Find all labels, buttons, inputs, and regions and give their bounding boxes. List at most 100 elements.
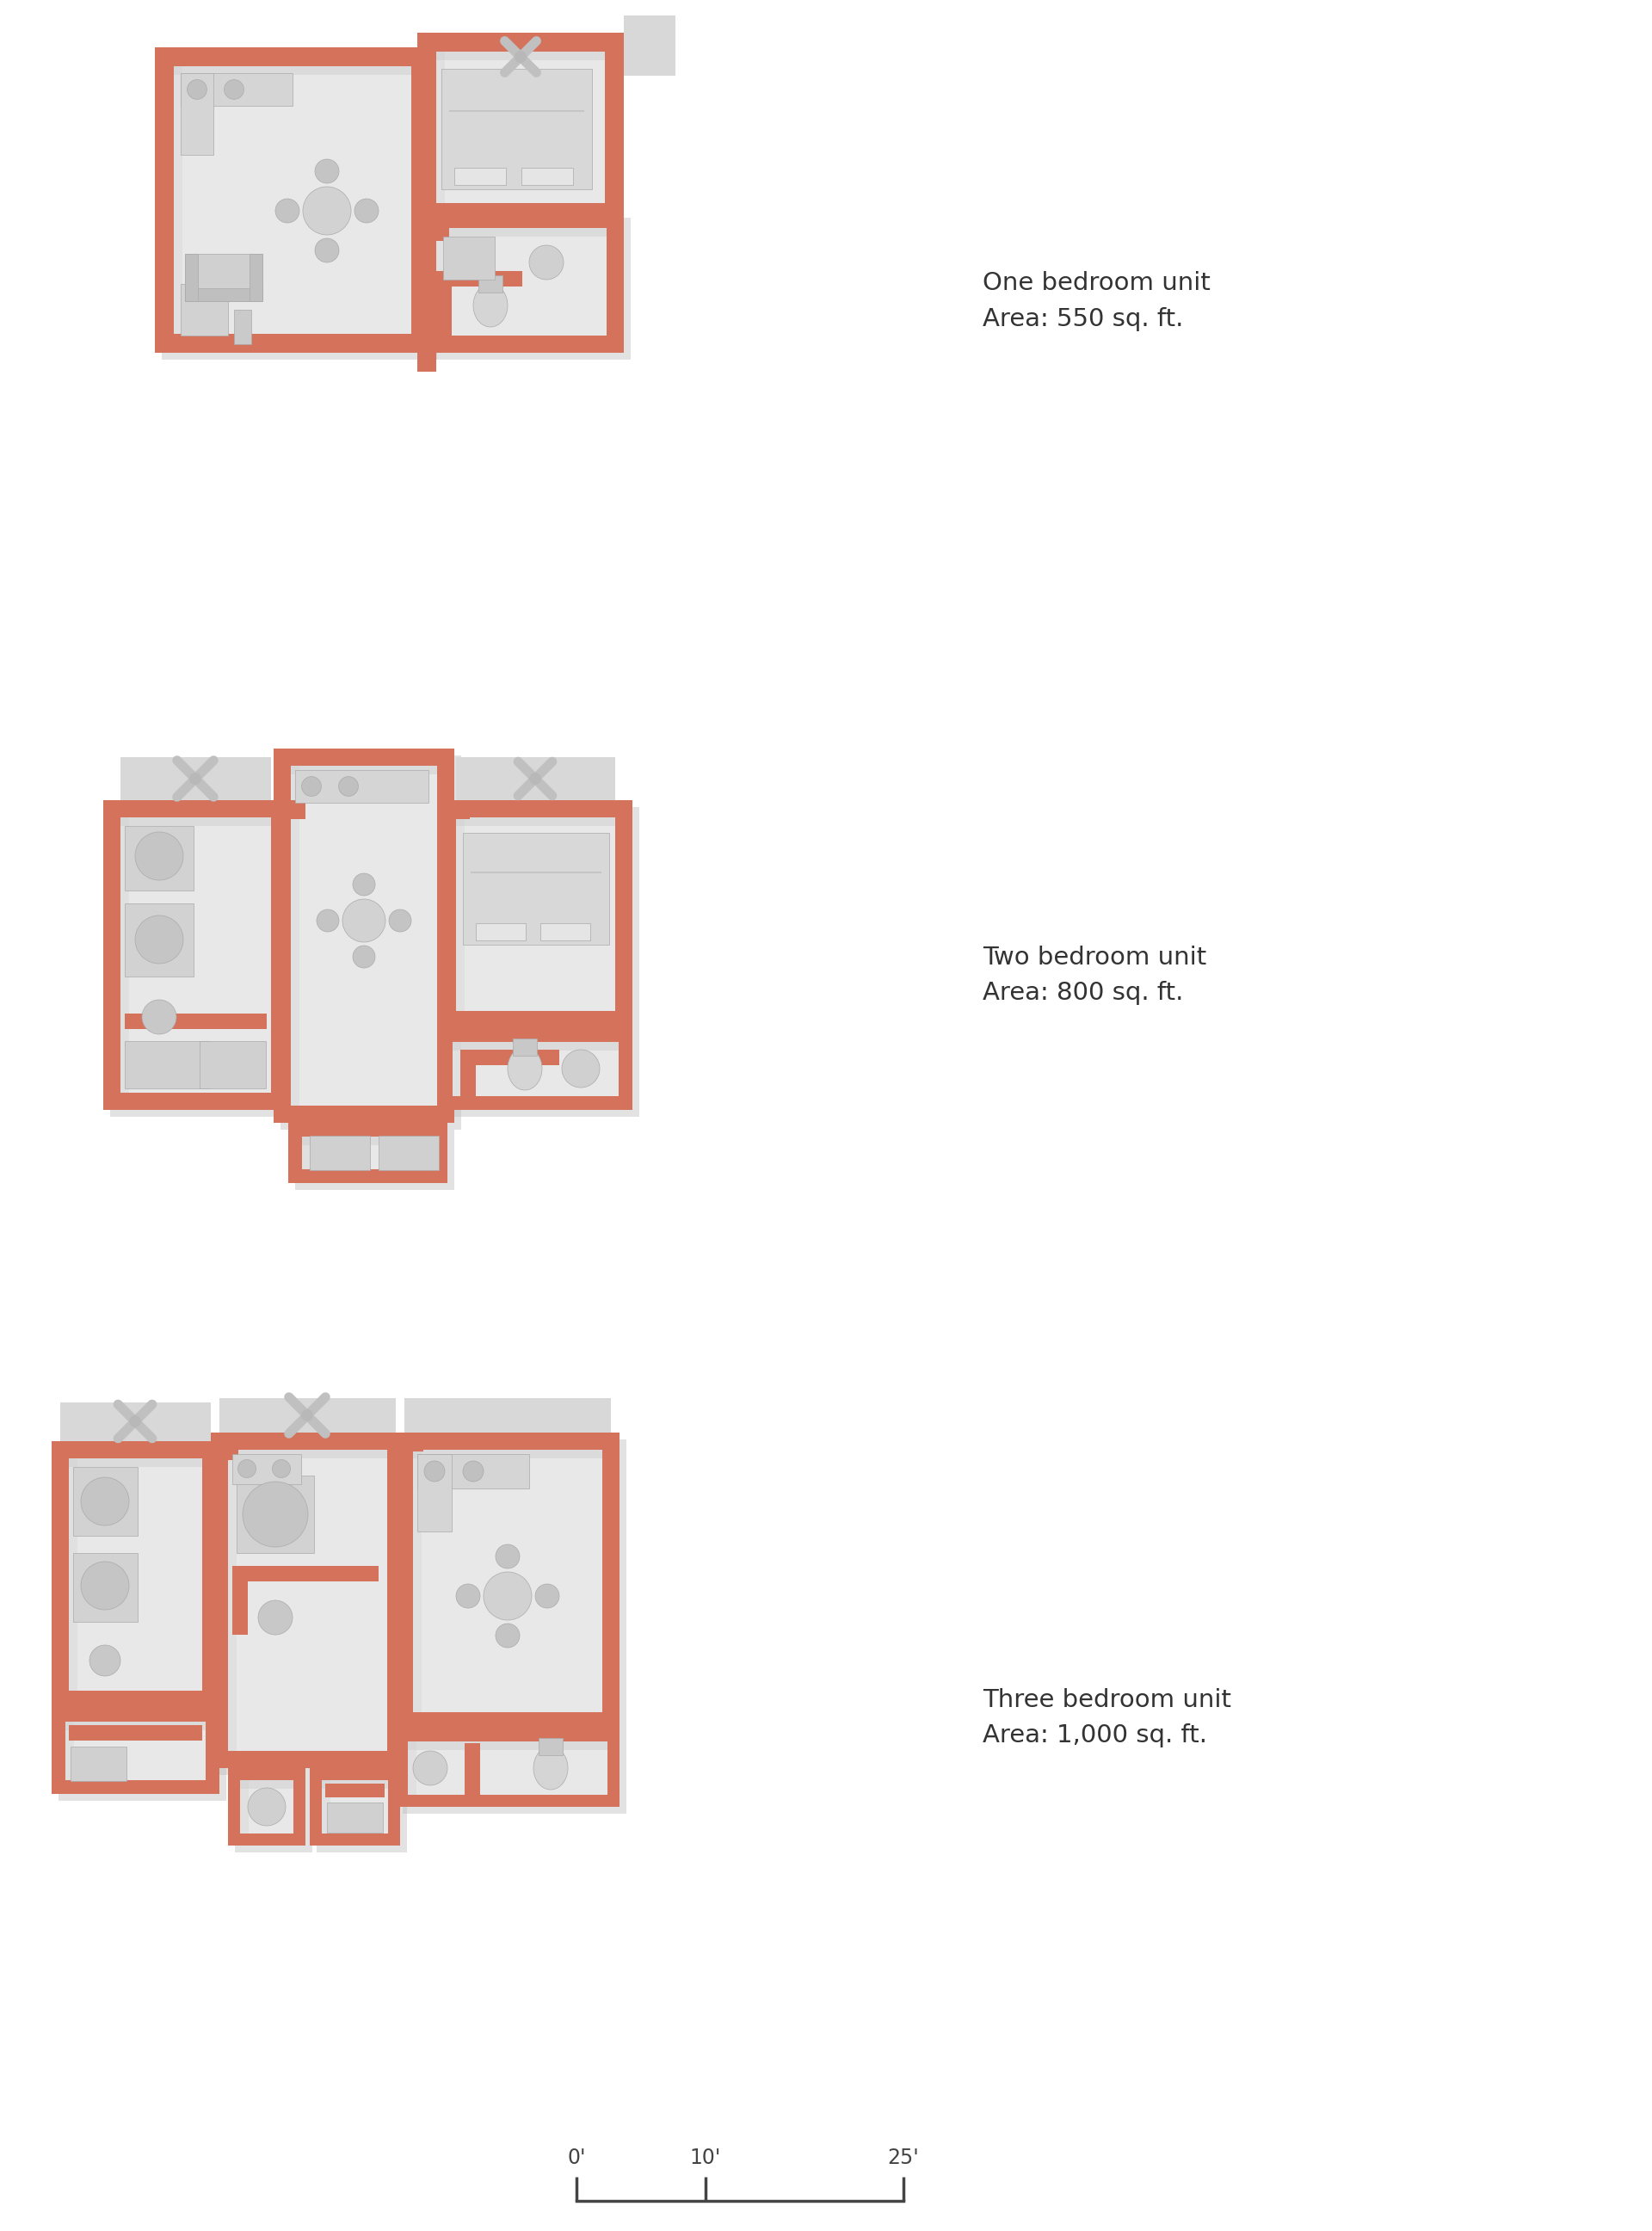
- Ellipse shape: [496, 1624, 520, 1649]
- Bar: [249, 254, 263, 301]
- Bar: [69, 1725, 202, 1740]
- Bar: [454, 167, 506, 185]
- Bar: [111, 808, 296, 1118]
- Text: Two bedroom unit
Area: 800 sq. ft.: Two bedroom unit Area: 800 sq. ft.: [983, 946, 1208, 1004]
- Ellipse shape: [317, 910, 339, 933]
- Bar: [69, 1459, 202, 1691]
- Ellipse shape: [496, 1544, 520, 1568]
- Ellipse shape: [302, 776, 320, 796]
- Bar: [456, 817, 464, 1011]
- Bar: [240, 1780, 294, 1834]
- Ellipse shape: [472, 283, 507, 328]
- Bar: [453, 1042, 461, 1095]
- Bar: [463, 832, 610, 944]
- Bar: [456, 817, 615, 825]
- Bar: [322, 1780, 330, 1834]
- Bar: [418, 1455, 451, 1530]
- Bar: [413, 1450, 603, 1459]
- Bar: [441, 69, 591, 190]
- Bar: [311, 1136, 370, 1169]
- Bar: [311, 1769, 400, 1845]
- Bar: [291, 765, 438, 1107]
- Bar: [287, 801, 306, 819]
- Ellipse shape: [316, 158, 339, 183]
- Text: 10': 10': [691, 2148, 722, 2169]
- Ellipse shape: [425, 1461, 444, 1481]
- Bar: [322, 1780, 388, 1834]
- Bar: [464, 1742, 481, 1794]
- Ellipse shape: [514, 51, 527, 62]
- Bar: [220, 1441, 238, 1459]
- Bar: [180, 283, 228, 335]
- Bar: [317, 1776, 406, 1852]
- Bar: [396, 1729, 620, 1807]
- Ellipse shape: [276, 199, 299, 223]
- Ellipse shape: [316, 239, 339, 263]
- Bar: [240, 1780, 294, 1789]
- Ellipse shape: [301, 1410, 314, 1421]
- Bar: [443, 236, 494, 279]
- Bar: [121, 817, 271, 1093]
- Bar: [456, 817, 615, 1011]
- Bar: [162, 54, 438, 359]
- Bar: [453, 1042, 618, 1051]
- Ellipse shape: [355, 199, 378, 223]
- Ellipse shape: [339, 776, 358, 796]
- Ellipse shape: [562, 1049, 600, 1086]
- Ellipse shape: [388, 910, 411, 933]
- Bar: [434, 228, 606, 236]
- Bar: [403, 1439, 626, 1736]
- Bar: [624, 16, 676, 76]
- Bar: [235, 310, 251, 344]
- Ellipse shape: [142, 999, 177, 1035]
- Bar: [461, 1049, 476, 1098]
- Ellipse shape: [135, 832, 183, 881]
- Ellipse shape: [135, 915, 183, 964]
- Bar: [185, 254, 198, 301]
- Bar: [378, 1136, 439, 1169]
- Ellipse shape: [456, 1584, 481, 1609]
- Ellipse shape: [190, 772, 202, 785]
- Bar: [185, 254, 263, 301]
- Bar: [126, 1042, 208, 1089]
- Ellipse shape: [258, 1600, 292, 1635]
- Ellipse shape: [354, 872, 375, 895]
- Ellipse shape: [463, 1461, 484, 1481]
- Bar: [73, 1553, 137, 1622]
- Ellipse shape: [225, 80, 244, 100]
- Bar: [418, 33, 624, 221]
- Bar: [291, 765, 299, 1107]
- Bar: [233, 1455, 301, 1484]
- Ellipse shape: [238, 1459, 256, 1477]
- Bar: [436, 51, 605, 60]
- Bar: [281, 756, 461, 1129]
- Bar: [173, 67, 411, 335]
- Bar: [453, 1042, 618, 1095]
- Ellipse shape: [81, 1562, 129, 1611]
- Bar: [121, 756, 271, 805]
- Bar: [408, 1742, 416, 1794]
- Bar: [436, 51, 444, 203]
- Bar: [539, 1738, 563, 1756]
- Bar: [296, 1129, 454, 1189]
- Bar: [59, 1403, 211, 1446]
- Bar: [434, 228, 606, 335]
- Text: 25': 25': [887, 2148, 919, 2169]
- Bar: [454, 801, 469, 819]
- Bar: [228, 1450, 387, 1459]
- Bar: [520, 167, 573, 185]
- Bar: [235, 1776, 312, 1852]
- Bar: [240, 1780, 249, 1834]
- Bar: [479, 274, 502, 292]
- Bar: [405, 1399, 611, 1437]
- Ellipse shape: [534, 1747, 568, 1789]
- Ellipse shape: [89, 1644, 121, 1675]
- Bar: [126, 825, 193, 890]
- Ellipse shape: [187, 80, 206, 100]
- Ellipse shape: [302, 187, 350, 234]
- Bar: [322, 1780, 388, 1789]
- Bar: [291, 765, 438, 774]
- Bar: [173, 67, 182, 335]
- Bar: [220, 1399, 396, 1437]
- Bar: [185, 288, 263, 301]
